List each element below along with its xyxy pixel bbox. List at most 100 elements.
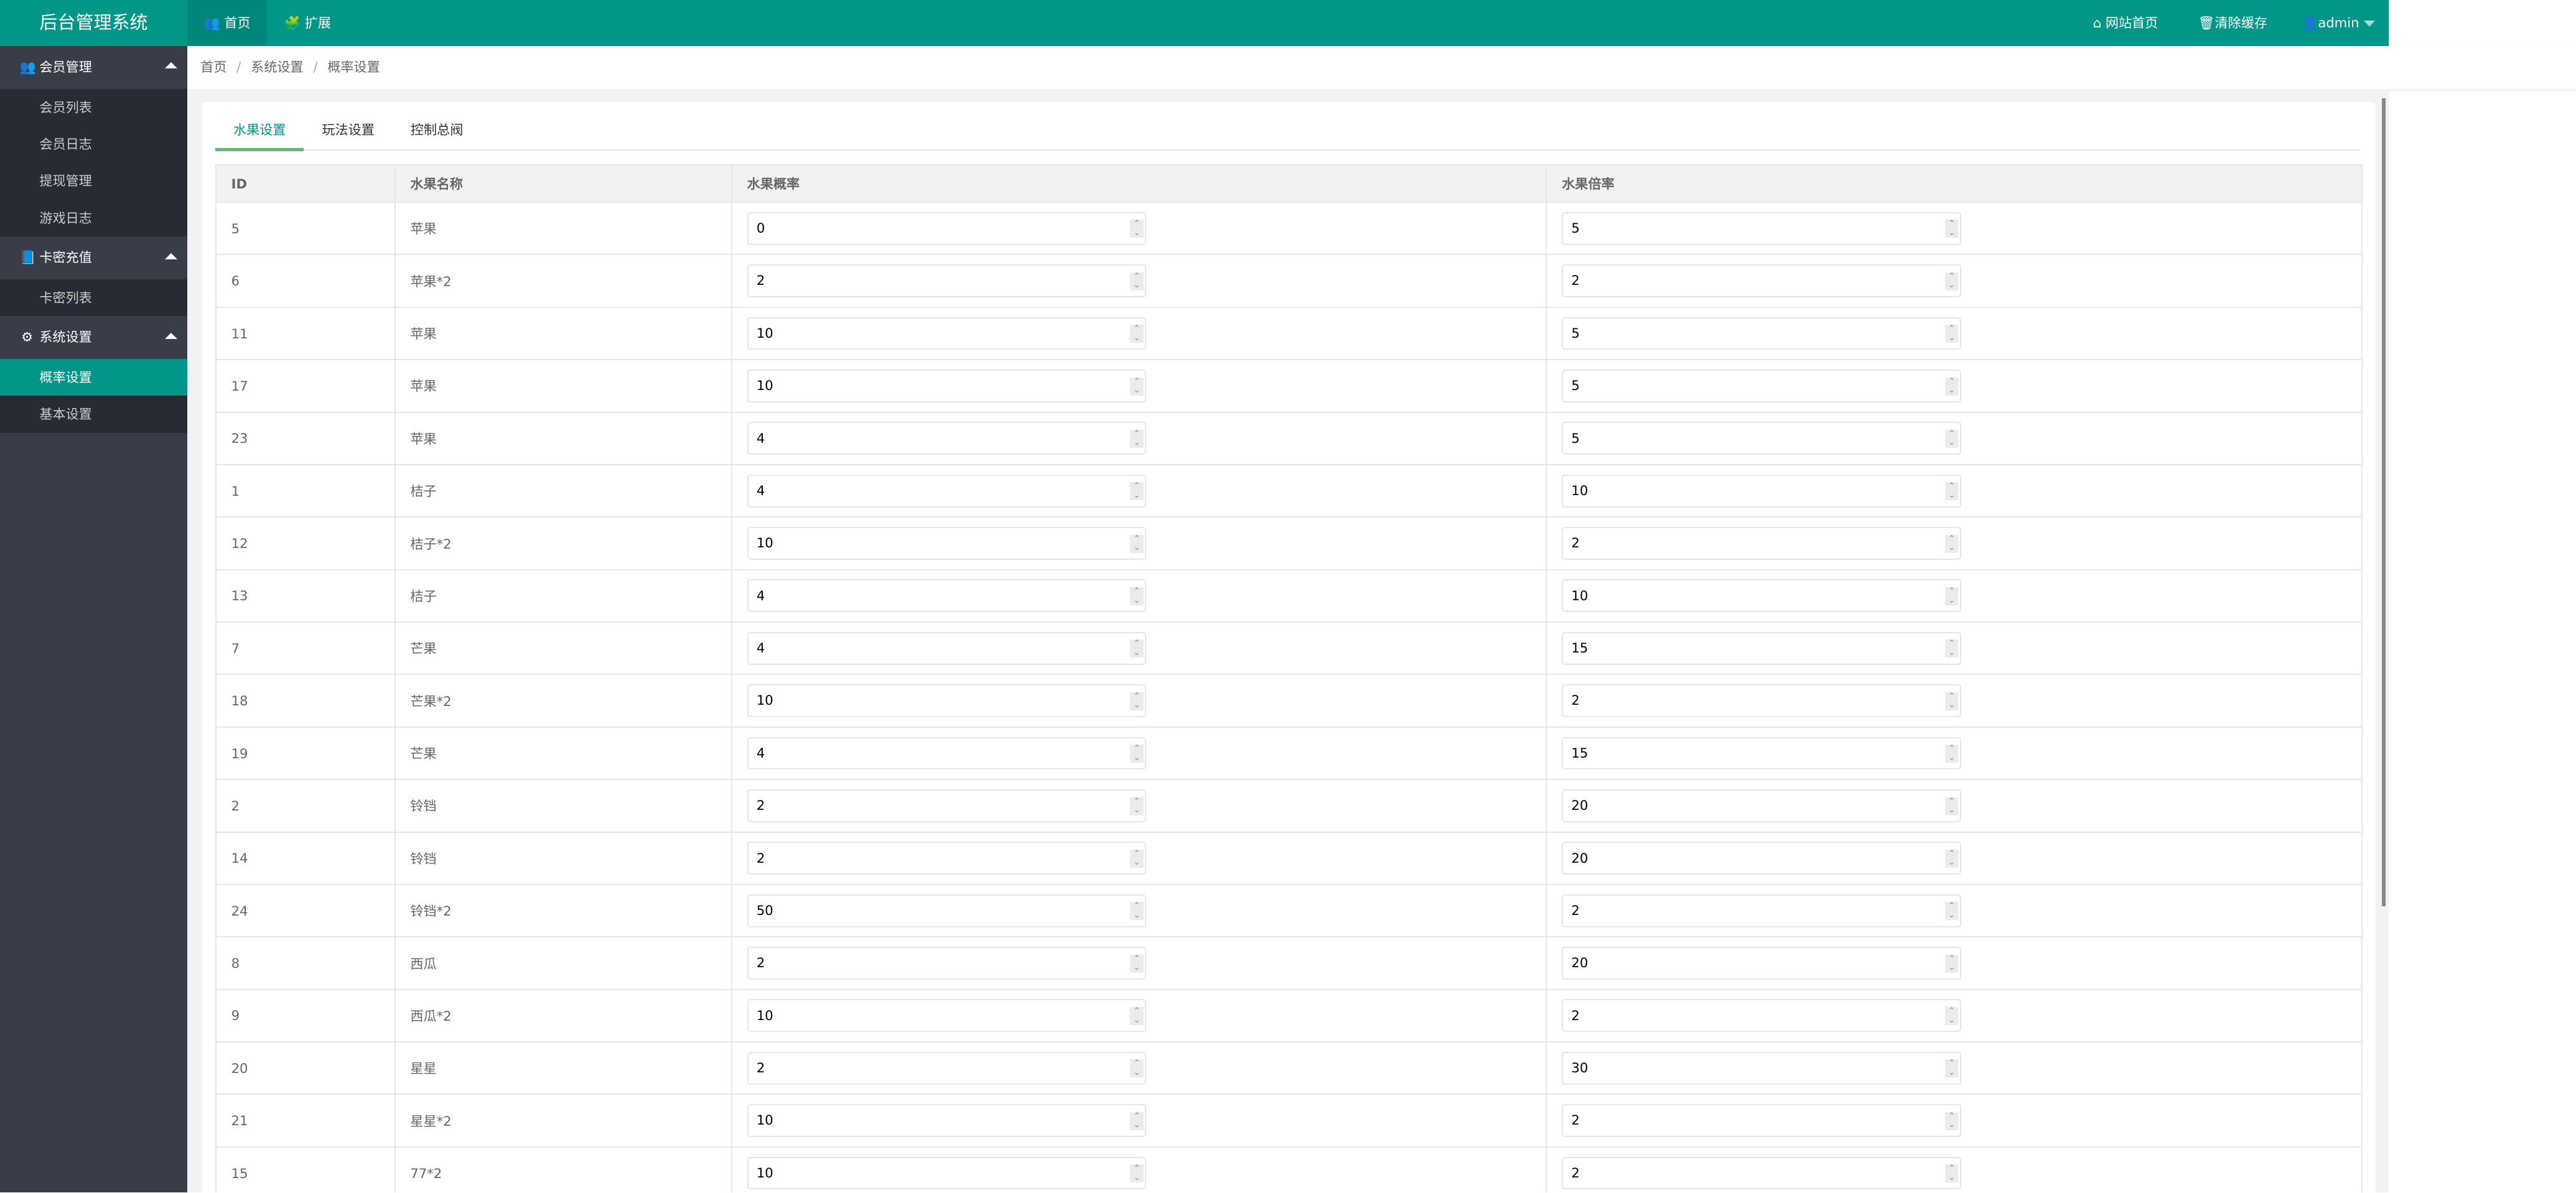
probability-input[interactable] [748,843,1118,873]
stepper-icon[interactable]: ⌃ ⌄ [1945,482,1959,501]
sidebar-item-basic[interactable]: 基本设置 [0,396,187,433]
scrollbar[interactable] [2382,98,2386,907]
probability-input[interactable] [748,685,1118,715]
probability-field[interactable]: ⌃⌄ [747,527,1147,560]
probability-field[interactable]: ⌃⌄ [747,211,1147,245]
stepper-icon[interactable]: ⌃ ⌄ [1130,220,1144,238]
stepper-icon[interactable]: ⌃ ⌄ [1945,429,1959,448]
multiplier-input[interactable] [1563,1000,1933,1030]
multiplier-field[interactable]: ⌃⌄ [1562,211,1961,245]
sidebar-item-member-log[interactable]: 会员日志 [0,125,187,163]
breadcrumb-system[interactable]: 系统设置 [251,58,304,75]
multiplier-field[interactable]: ⌃⌄ [1562,736,1961,770]
multiplier-field[interactable]: ⌃⌄ [1562,1051,1961,1085]
stepper-icon[interactable]: ⌃ ⌄ [1945,639,1959,658]
nav-home[interactable]: 👥 首页 [187,0,267,46]
tab-gameplay[interactable]: 玩法设置 [322,121,375,137]
multiplier-field[interactable]: ⌃⌄ [1562,842,1961,875]
stepper-icon[interactable]: ⌃ ⌄ [1130,324,1144,343]
stepper-icon[interactable]: ⌃ ⌄ [1130,692,1144,710]
probability-field[interactable]: ⌃⌄ [747,369,1147,402]
clear-cache-link[interactable]: 🗑清除缓存 [2198,0,2267,46]
stepper-icon[interactable]: ⌃ ⌄ [1945,954,1959,973]
probability-input[interactable] [748,1000,1118,1030]
multiplier-field[interactable]: ⌃⌄ [1562,527,1961,560]
stepper-icon[interactable]: ⌃ ⌄ [1945,1059,1959,1078]
stepper-icon[interactable]: ⌃ ⌄ [1130,429,1144,448]
probability-field[interactable]: ⌃⌄ [747,842,1147,875]
stepper-icon[interactable]: ⌃ ⌄ [1130,849,1144,868]
multiplier-input[interactable] [1563,738,1933,768]
probability-field[interactable]: ⌃⌄ [747,422,1147,455]
probability-input[interactable] [748,1158,1118,1188]
stepper-icon[interactable]: ⌃ ⌄ [1945,797,1959,815]
multiplier-input[interactable] [1563,790,1933,820]
probability-input[interactable] [748,895,1118,926]
multiplier-field[interactable]: ⌃⌄ [1562,422,1961,455]
sidebar-item-card-list[interactable]: 卡密列表 [0,279,187,317]
multiplier-field[interactable]: ⌃⌄ [1562,947,1961,980]
stepper-icon[interactable]: ⌃ ⌄ [1130,902,1144,921]
stepper-icon[interactable]: ⌃ ⌄ [1130,954,1144,973]
stepper-icon[interactable]: ⌃ ⌄ [1945,324,1959,343]
multiplier-field[interactable]: ⌃⌄ [1562,1156,1961,1190]
probability-field[interactable]: ⌃⌄ [747,736,1147,770]
stepper-icon[interactable]: ⌃ ⌄ [1130,534,1144,553]
stepper-icon[interactable]: ⌃ ⌄ [1945,534,1959,553]
stepper-icon[interactable]: ⌃ ⌄ [1945,1164,1959,1183]
probability-input[interactable] [748,318,1118,348]
multiplier-input[interactable] [1563,1052,1933,1083]
multiplier-field[interactable]: ⌃⌄ [1562,999,1961,1033]
sidebar-item-member-list[interactable]: 会员列表 [0,88,187,126]
stepper-icon[interactable]: ⌃ ⌄ [1130,1006,1144,1026]
breadcrumb-home[interactable]: 首页 [200,58,227,75]
sidebar-group-system[interactable]: ⚙ 系统设置 [0,316,187,359]
probability-input[interactable] [748,528,1118,558]
multiplier-field[interactable]: ⌃⌄ [1562,894,1961,927]
multiplier-field[interactable]: ⌃⌄ [1562,317,1961,350]
multiplier-input[interactable] [1563,1158,1933,1188]
stepper-icon[interactable]: ⌃ ⌄ [1130,377,1144,396]
stepper-icon[interactable]: ⌃ ⌄ [1945,377,1959,396]
multiplier-input[interactable] [1563,843,1933,873]
stepper-icon[interactable]: ⌃ ⌄ [1945,587,1959,606]
stepper-icon[interactable]: ⌃ ⌄ [1130,587,1144,606]
probability-field[interactable]: ⌃⌄ [747,579,1147,613]
multiplier-field[interactable]: ⌃⌄ [1562,369,1961,402]
multiplier-field[interactable]: ⌃⌄ [1562,631,1961,665]
probability-field[interactable]: ⌃⌄ [747,1156,1147,1190]
probability-input[interactable] [748,633,1118,663]
stepper-icon[interactable]: ⌃ ⌄ [1945,849,1959,868]
probability-field[interactable]: ⌃⌄ [747,789,1147,822]
probability-field[interactable]: ⌃⌄ [747,474,1147,508]
sidebar-item-withdraw[interactable]: 提现管理 [0,162,187,200]
stepper-icon[interactable]: ⌃ ⌄ [1945,1112,1959,1130]
stepper-icon[interactable]: ⌃ ⌄ [1945,902,1959,921]
multiplier-input[interactable] [1563,580,1933,610]
stepper-icon[interactable]: ⌃ ⌄ [1130,272,1144,290]
stepper-icon[interactable]: ⌃ ⌄ [1130,744,1144,763]
sidebar-item-probability[interactable]: 概率设置 [0,358,187,396]
multiplier-field[interactable]: ⌃⌄ [1562,474,1961,508]
stepper-icon[interactable]: ⌃ ⌄ [1945,1006,1959,1026]
multiplier-input[interactable] [1563,1105,1933,1135]
multiplier-input[interactable] [1563,948,1933,978]
stepper-icon[interactable]: ⌃ ⌄ [1945,744,1959,763]
multiplier-field[interactable]: ⌃⌄ [1562,264,1961,298]
multiplier-input[interactable] [1563,528,1933,558]
multiplier-input[interactable] [1563,475,1933,506]
multiplier-input[interactable] [1563,685,1933,715]
multiplier-input[interactable] [1563,370,1933,401]
site-home-link[interactable]: ⌂ 网站首页 [2093,0,2158,46]
stepper-icon[interactable]: ⌃ ⌄ [1130,1059,1144,1078]
sidebar-group-card[interactable]: 📘 卡密充值 [0,236,187,279]
stepper-icon[interactable]: ⌃ ⌄ [1130,482,1144,501]
probability-input[interactable] [748,475,1118,506]
probability-field[interactable]: ⌃⌄ [747,264,1147,298]
probability-field[interactable]: ⌃⌄ [747,684,1147,718]
user-menu[interactable]: 👤admin [2302,0,2376,46]
nav-extend[interactable]: 🧩 扩展 [268,0,347,46]
stepper-icon[interactable]: ⌃ ⌄ [1130,639,1144,658]
multiplier-field[interactable]: ⌃⌄ [1562,789,1961,822]
stepper-icon[interactable]: ⌃ ⌄ [1130,1112,1144,1130]
